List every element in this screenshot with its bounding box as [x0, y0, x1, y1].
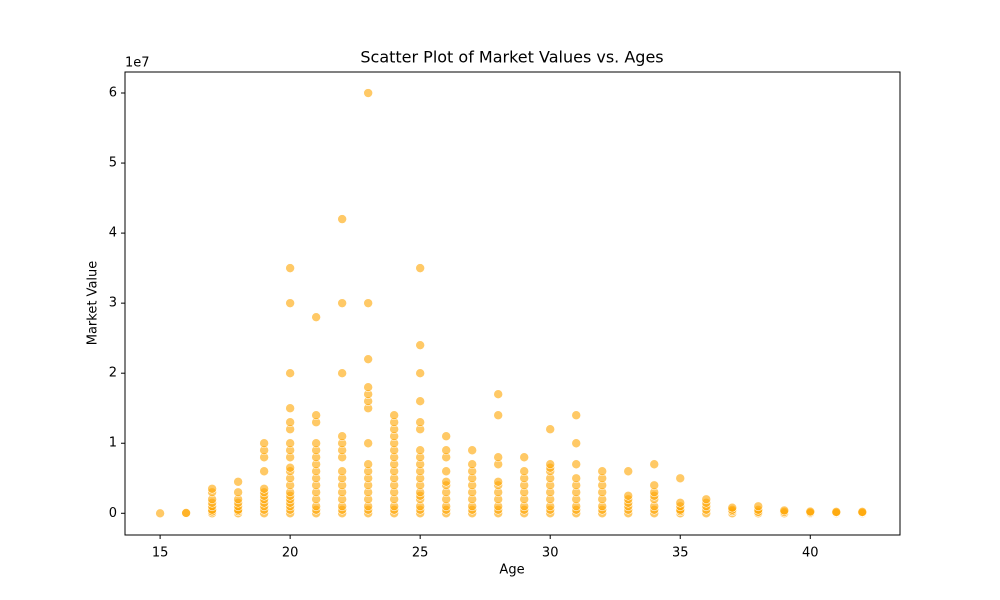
point [311, 438, 321, 449]
x-tick-label: 20 [282, 546, 299, 561]
y-tick-label: 3 [109, 296, 117, 311]
point [363, 354, 373, 364]
point [285, 462, 295, 473]
point [571, 473, 582, 484]
point [363, 438, 373, 449]
x-axis-label: Age [499, 563, 524, 578]
point [259, 483, 269, 494]
point [337, 298, 347, 308]
point [753, 501, 764, 512]
point [285, 368, 295, 378]
point [337, 431, 347, 442]
point [467, 445, 477, 456]
points [155, 88, 868, 519]
point [441, 445, 451, 456]
x-tick-label: 25 [412, 546, 429, 561]
point [623, 490, 634, 501]
point [233, 476, 243, 487]
point [337, 214, 347, 224]
point [415, 340, 425, 350]
point [363, 88, 373, 98]
point [597, 466, 608, 477]
point [831, 507, 842, 517]
point [649, 459, 660, 470]
point [285, 438, 295, 449]
point [493, 410, 503, 421]
point [727, 502, 738, 513]
point [441, 431, 451, 442]
point [311, 312, 321, 322]
point [207, 483, 217, 494]
point [363, 298, 373, 308]
point [233, 487, 243, 498]
point [857, 507, 868, 517]
point [519, 466, 530, 477]
point [649, 480, 660, 491]
point [259, 438, 269, 449]
y-tick-label: 4 [109, 226, 117, 241]
point [493, 389, 503, 400]
point [493, 476, 503, 487]
point [363, 382, 373, 393]
point [519, 452, 530, 463]
point [441, 466, 451, 477]
y-axis-label: Market Value [86, 261, 101, 346]
chart-title: Scatter Plot of Market Values vs. Ages [360, 48, 663, 67]
point [285, 403, 295, 414]
point [337, 466, 347, 477]
point [259, 466, 269, 477]
point [363, 459, 373, 470]
point [571, 410, 582, 421]
x-tick-label: 35 [672, 546, 689, 561]
point [415, 263, 425, 273]
point [389, 410, 399, 421]
point [415, 368, 425, 378]
x-tick-label: 40 [802, 546, 819, 561]
x-tick-label: 30 [542, 546, 559, 561]
point [545, 424, 556, 435]
point [545, 459, 556, 470]
point [415, 396, 425, 407]
point [285, 298, 295, 308]
point [571, 438, 582, 449]
point [571, 459, 582, 470]
point [493, 452, 503, 463]
y-offset-label: 1e7 [125, 56, 150, 71]
y-tick-label: 0 [109, 506, 117, 521]
point [337, 368, 347, 378]
point [701, 494, 712, 505]
y-tick-label: 5 [109, 156, 117, 171]
y-tick-label: 1 [109, 436, 117, 451]
point [285, 263, 295, 273]
point [181, 508, 191, 518]
point [441, 476, 451, 487]
point [779, 505, 790, 516]
point [415, 417, 425, 428]
point [805, 506, 816, 517]
x-tick-label: 15 [152, 546, 169, 561]
point [285, 417, 295, 428]
point [311, 410, 321, 421]
point [675, 473, 686, 484]
y-tick-label: 6 [109, 86, 117, 101]
point [155, 508, 165, 519]
point [623, 466, 634, 477]
point [467, 459, 477, 470]
point [675, 497, 686, 508]
y-tick-label: 2 [109, 366, 117, 381]
point [415, 445, 425, 456]
